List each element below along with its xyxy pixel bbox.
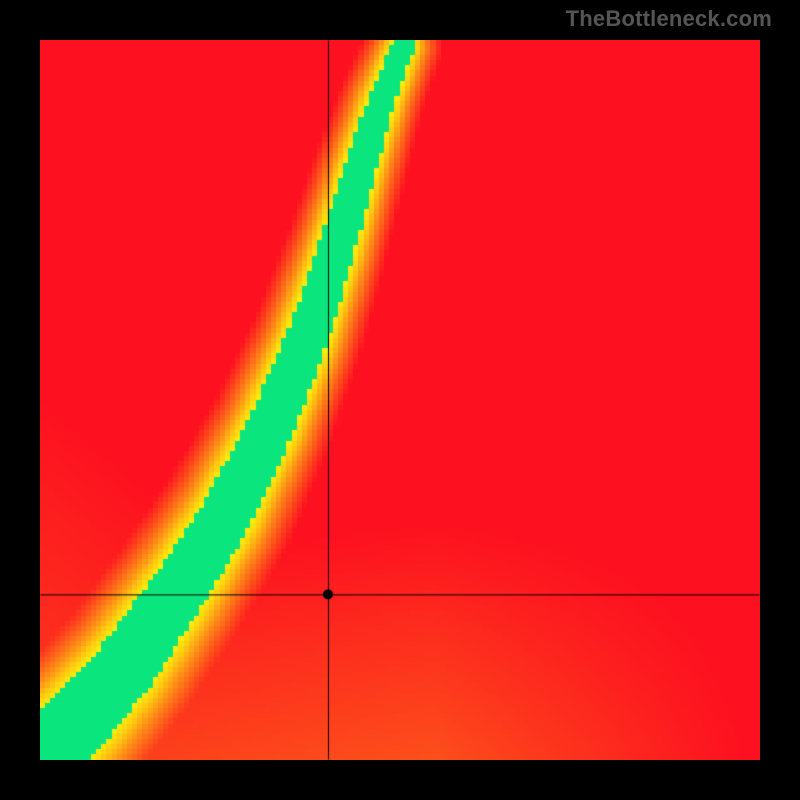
watermark-text: TheBottleneck.com <box>566 6 772 32</box>
chart-container: { "meta": { "source_watermark": "TheBott… <box>0 0 800 800</box>
bottleneck-heatmap <box>40 40 760 760</box>
